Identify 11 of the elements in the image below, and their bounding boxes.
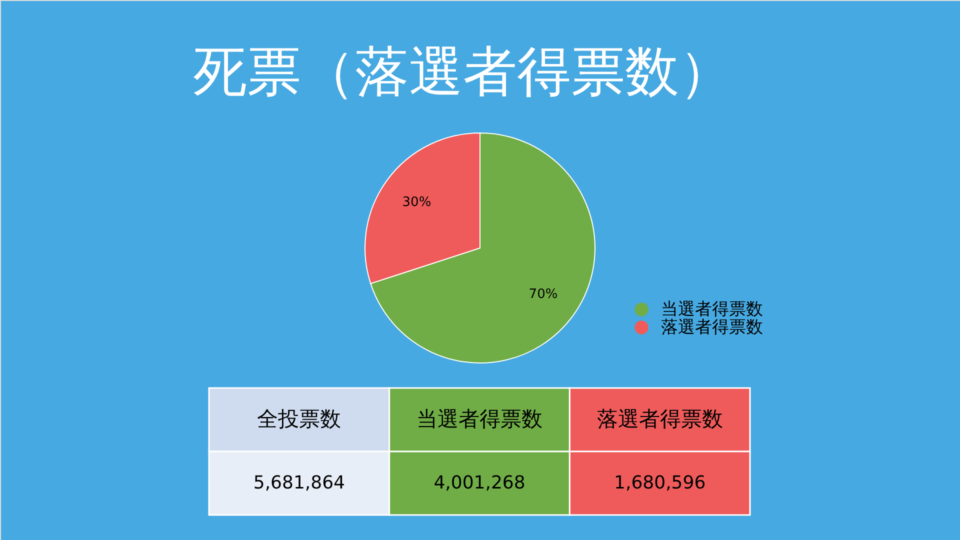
text: 4,001,268 — [434, 472, 526, 494]
slice-label: 当選者得票数 — [416, 406, 542, 431]
text: 1,680,596 — [614, 472, 706, 494]
category-label: 落選者得票数 — [596, 406, 723, 431]
legend-label: 落選者得票数 — [661, 318, 763, 338]
data-label: 70% — [528, 286, 558, 302]
text: 全投票数 — [257, 406, 342, 431]
text: 5,681,864 — [253, 472, 345, 494]
chart-title: 死票（落選者得票数） — [193, 40, 733, 103]
legend-label: 当選者得票数 — [661, 300, 763, 320]
data-label: 30% — [402, 195, 432, 210]
